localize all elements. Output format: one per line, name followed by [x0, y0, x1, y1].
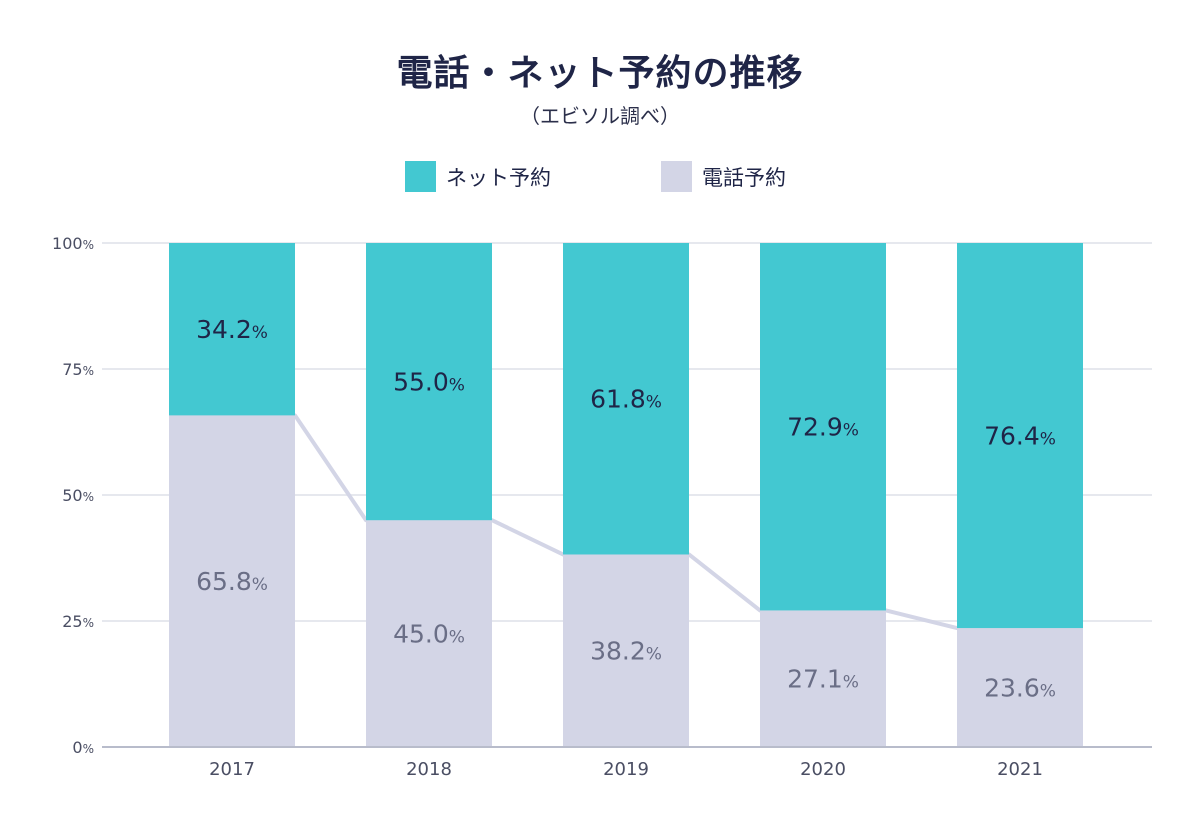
- legend-swatch-tel: [661, 161, 692, 192]
- x-tick-label: 2017: [209, 759, 255, 780]
- x-tick-label: 2019: [603, 759, 649, 780]
- legend-item-net: ネット予約: [405, 161, 551, 192]
- value-label-tel: 65.8%: [196, 567, 268, 596]
- legend-label-net: ネット予約: [446, 165, 551, 190]
- y-tick-label: 100%: [52, 234, 94, 253]
- bar-tel-2017: [169, 415, 295, 747]
- chart-subtitle: （エビソル調べ）: [520, 104, 680, 128]
- bar-net-2020: [760, 243, 886, 611]
- legend-label-tel: 電話予約: [702, 165, 786, 190]
- bar-net-2017: [169, 243, 295, 416]
- legend: ネット予約 電話予約: [0, 161, 1200, 195]
- y-tick-label: 25%: [62, 612, 94, 631]
- value-label-net: 34.2%: [196, 315, 268, 344]
- value-label-net: 61.8%: [590, 385, 662, 414]
- value-label-tel: 23.6%: [984, 674, 1056, 703]
- x-tick-label: 2018: [406, 759, 452, 780]
- y-tick-label: 75%: [62, 360, 94, 379]
- legend-swatch-net: [405, 161, 436, 192]
- value-label-net: 55.0%: [393, 368, 465, 397]
- y-tick-label: 0%: [72, 738, 94, 757]
- bar-net-2021: [957, 243, 1083, 629]
- bar-tel-2019: [563, 554, 689, 747]
- chart-title: 電話・ネット予約の推移: [396, 53, 804, 94]
- bar-net-2019: [563, 243, 689, 555]
- value-label-tel: 45.0%: [393, 620, 465, 649]
- bar-net-2018: [366, 243, 492, 521]
- value-label-tel: 38.2%: [590, 637, 662, 666]
- x-tick-label: 2020: [800, 759, 846, 780]
- value-label-net: 72.9%: [787, 413, 859, 442]
- legend-item-tel: 電話予約: [661, 161, 786, 192]
- value-label-tel: 27.1%: [787, 665, 859, 694]
- value-label-net: 76.4%: [984, 422, 1056, 451]
- bar-tel-2021: [957, 628, 1083, 747]
- bar-tel-2018: [366, 520, 492, 747]
- y-tick-label: 50%: [62, 486, 94, 505]
- bar-tel-2020: [760, 610, 886, 747]
- x-tick-label: 2021: [997, 759, 1043, 780]
